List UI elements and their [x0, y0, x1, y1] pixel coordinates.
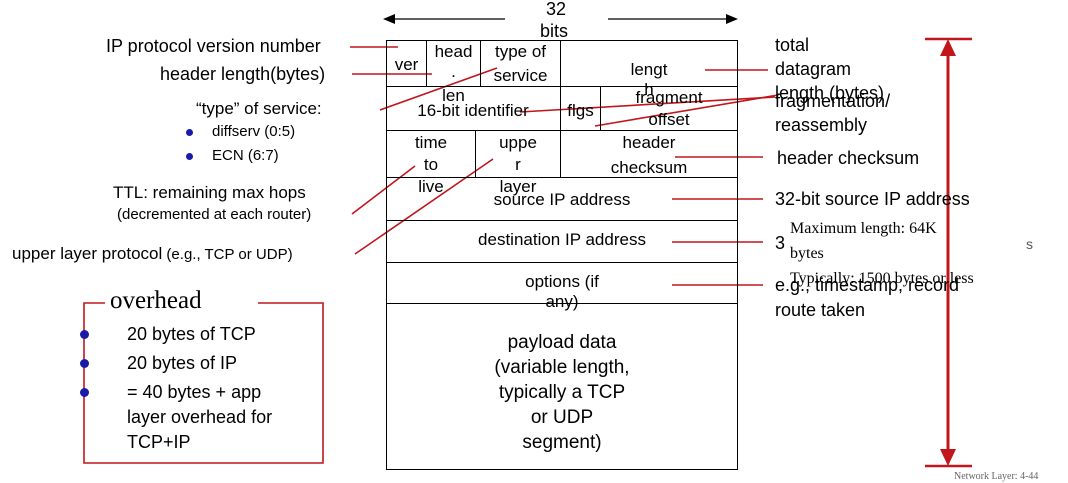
max-length-note-1: Maximum length: 64K	[790, 220, 937, 237]
label-type-of-service: “type” of service:	[196, 99, 322, 118]
field-payload-5: segment)	[522, 432, 602, 453]
field-r: r	[515, 155, 521, 174]
overhead-title: overhead	[110, 287, 202, 314]
label-header-checksum: header checksum	[777, 148, 920, 168]
field-tos-2: service	[493, 66, 548, 85]
bullet-icon	[186, 129, 193, 136]
label-dest-ip-partial: 3	[775, 233, 786, 253]
bits-arrowhead-right	[726, 14, 738, 24]
field-length-2: h	[644, 80, 654, 99]
field-layer: layer	[499, 177, 537, 196]
max-length-arrowhead-bottom	[940, 449, 956, 466]
label-options-note-1: e.g., timestamp, record	[775, 275, 960, 295]
overhead-frame	[83, 302, 324, 464]
upper-layer-pointer	[354, 158, 494, 255]
fragment-pointer-b	[594, 94, 779, 127]
label-upper-layer: upper layer protocol (e.g., TCP or UDP)	[12, 245, 293, 263]
bullet-icon	[80, 359, 89, 368]
field-tos-1: type of	[494, 42, 547, 61]
label-version: IP protocol version number	[106, 36, 321, 56]
field-fragment: fragment	[635, 88, 703, 107]
field-head-dot: .	[451, 62, 456, 81]
field-payload-1: payload data	[507, 332, 617, 353]
label-datagram: datagram	[775, 59, 852, 79]
bits-unit: bits	[540, 21, 569, 41]
field-len: len	[442, 86, 465, 105]
overhead-item-2: 20 bytes of IP	[127, 353, 238, 373]
max-length-arrowhead-top	[940, 39, 956, 56]
bullet-icon	[80, 388, 89, 397]
label-ecn: ECN (6:7)	[212, 147, 279, 164]
label-fragmentation: fragmentation/	[775, 91, 891, 111]
fragment-pointer-a	[519, 96, 776, 113]
label-ttl: TTL: remaining max hops	[113, 183, 306, 202]
tos-pointer	[379, 67, 498, 111]
field-options-2: any)	[545, 292, 579, 311]
tos-cell	[480, 40, 561, 87]
label-upper-suffix: (e.g., TCP or UDP)	[162, 246, 293, 263]
ttl-pointer	[351, 165, 416, 215]
label-reassembly: reassembly	[775, 115, 868, 135]
bullet-icon	[186, 153, 193, 160]
field-identifier: 16-bit identifier	[417, 101, 529, 120]
overhead-item-5: TCP+IP	[127, 432, 191, 452]
field-flgs: flgs	[567, 101, 594, 120]
label-ttl-note: (decremented at each router)	[117, 206, 312, 223]
field-length: lengt	[630, 60, 668, 79]
field-options: options (if	[525, 272, 599, 291]
label-upper-prefix: upper layer protocol	[12, 244, 163, 263]
field-payload-4: or UDP	[530, 407, 594, 428]
flgs-cell	[560, 86, 601, 131]
field-to: to	[423, 155, 439, 174]
field-head: head	[434, 42, 473, 61]
field-live: live	[418, 177, 444, 196]
overhead-item-3: = 40 bytes + app	[127, 382, 262, 402]
field-offset: offset	[648, 110, 690, 129]
max-length-note-2: bytes	[790, 245, 824, 262]
bits-arrowhead-left	[383, 14, 395, 24]
field-uppe: uppe	[499, 133, 537, 152]
label-diffserv: diffserv (0:5)	[212, 123, 296, 140]
field-payload-2: (variable length,	[494, 357, 630, 378]
field-header: header	[622, 133, 676, 152]
label-options-note-2: route taken	[775, 300, 866, 320]
label-dest-ip-tail: s	[1026, 236, 1033, 252]
overhead-item-4: layer overhead for	[127, 407, 273, 427]
label-header-length: header length(bytes)	[160, 64, 326, 84]
label-source-ip: 32-bit source IP address	[775, 189, 970, 209]
field-source-ip: source IP address	[493, 190, 631, 209]
field-payload-3: typically a TCP	[498, 382, 626, 403]
row-options	[386, 262, 738, 304]
field-dest-ip: destination IP address	[478, 230, 646, 249]
field-time: time	[414, 133, 448, 152]
bullet-icon	[80, 330, 89, 339]
overhead-item-1: 20 bytes of TCP	[127, 324, 256, 344]
label-length-bytes: length (bytes)	[775, 83, 885, 103]
max-length-note-3: Typically: 1500 bytes or less	[790, 270, 974, 287]
bits-number: 32	[546, 0, 567, 19]
footer-page-label: Network Layer: 4-44	[954, 471, 1039, 482]
field-ver: ver	[394, 55, 419, 74]
upper-cell	[475, 130, 561, 178]
field-checksum: checksum	[610, 158, 688, 177]
label-total: total	[775, 35, 810, 55]
